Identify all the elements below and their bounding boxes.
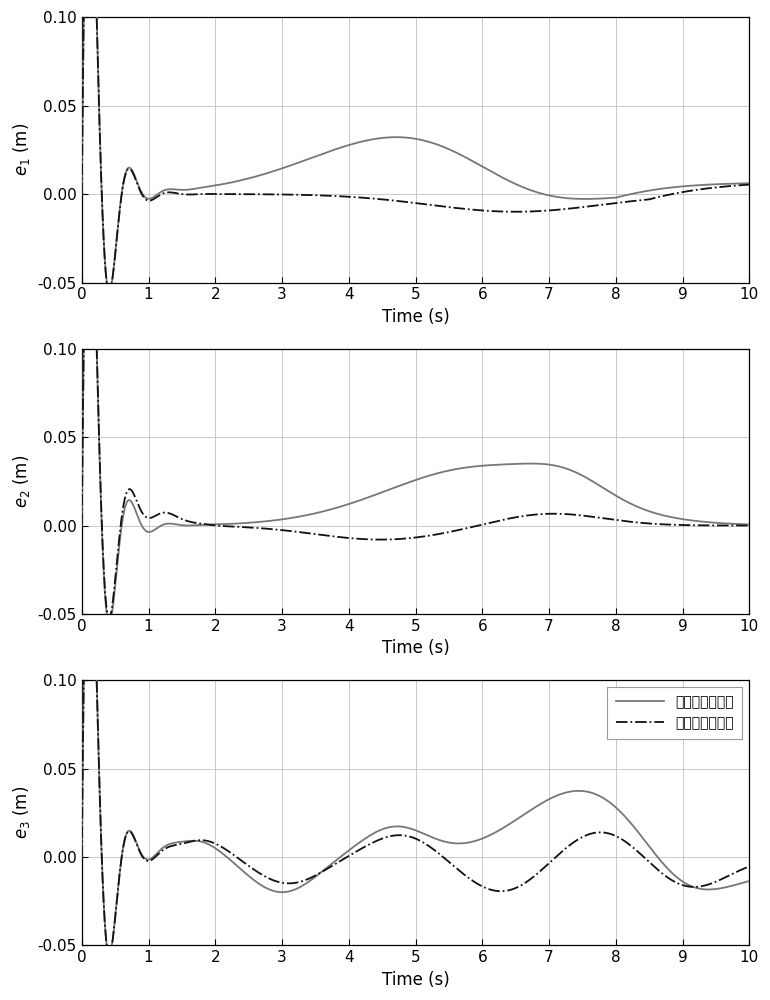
X-axis label: Time (s): Time (s) [382,639,450,657]
X-axis label: Time (s): Time (s) [382,971,450,989]
Legend: 算法实施前误差, 算法实施后误差: 算法实施前误差, 算法实施后误差 [608,687,742,739]
Y-axis label: $e_1$ (m): $e_1$ (m) [11,123,32,176]
Y-axis label: $e_2$ (m): $e_2$ (m) [11,455,32,508]
X-axis label: Time (s): Time (s) [382,308,450,326]
Y-axis label: $e_3$ (m): $e_3$ (m) [11,786,32,839]
